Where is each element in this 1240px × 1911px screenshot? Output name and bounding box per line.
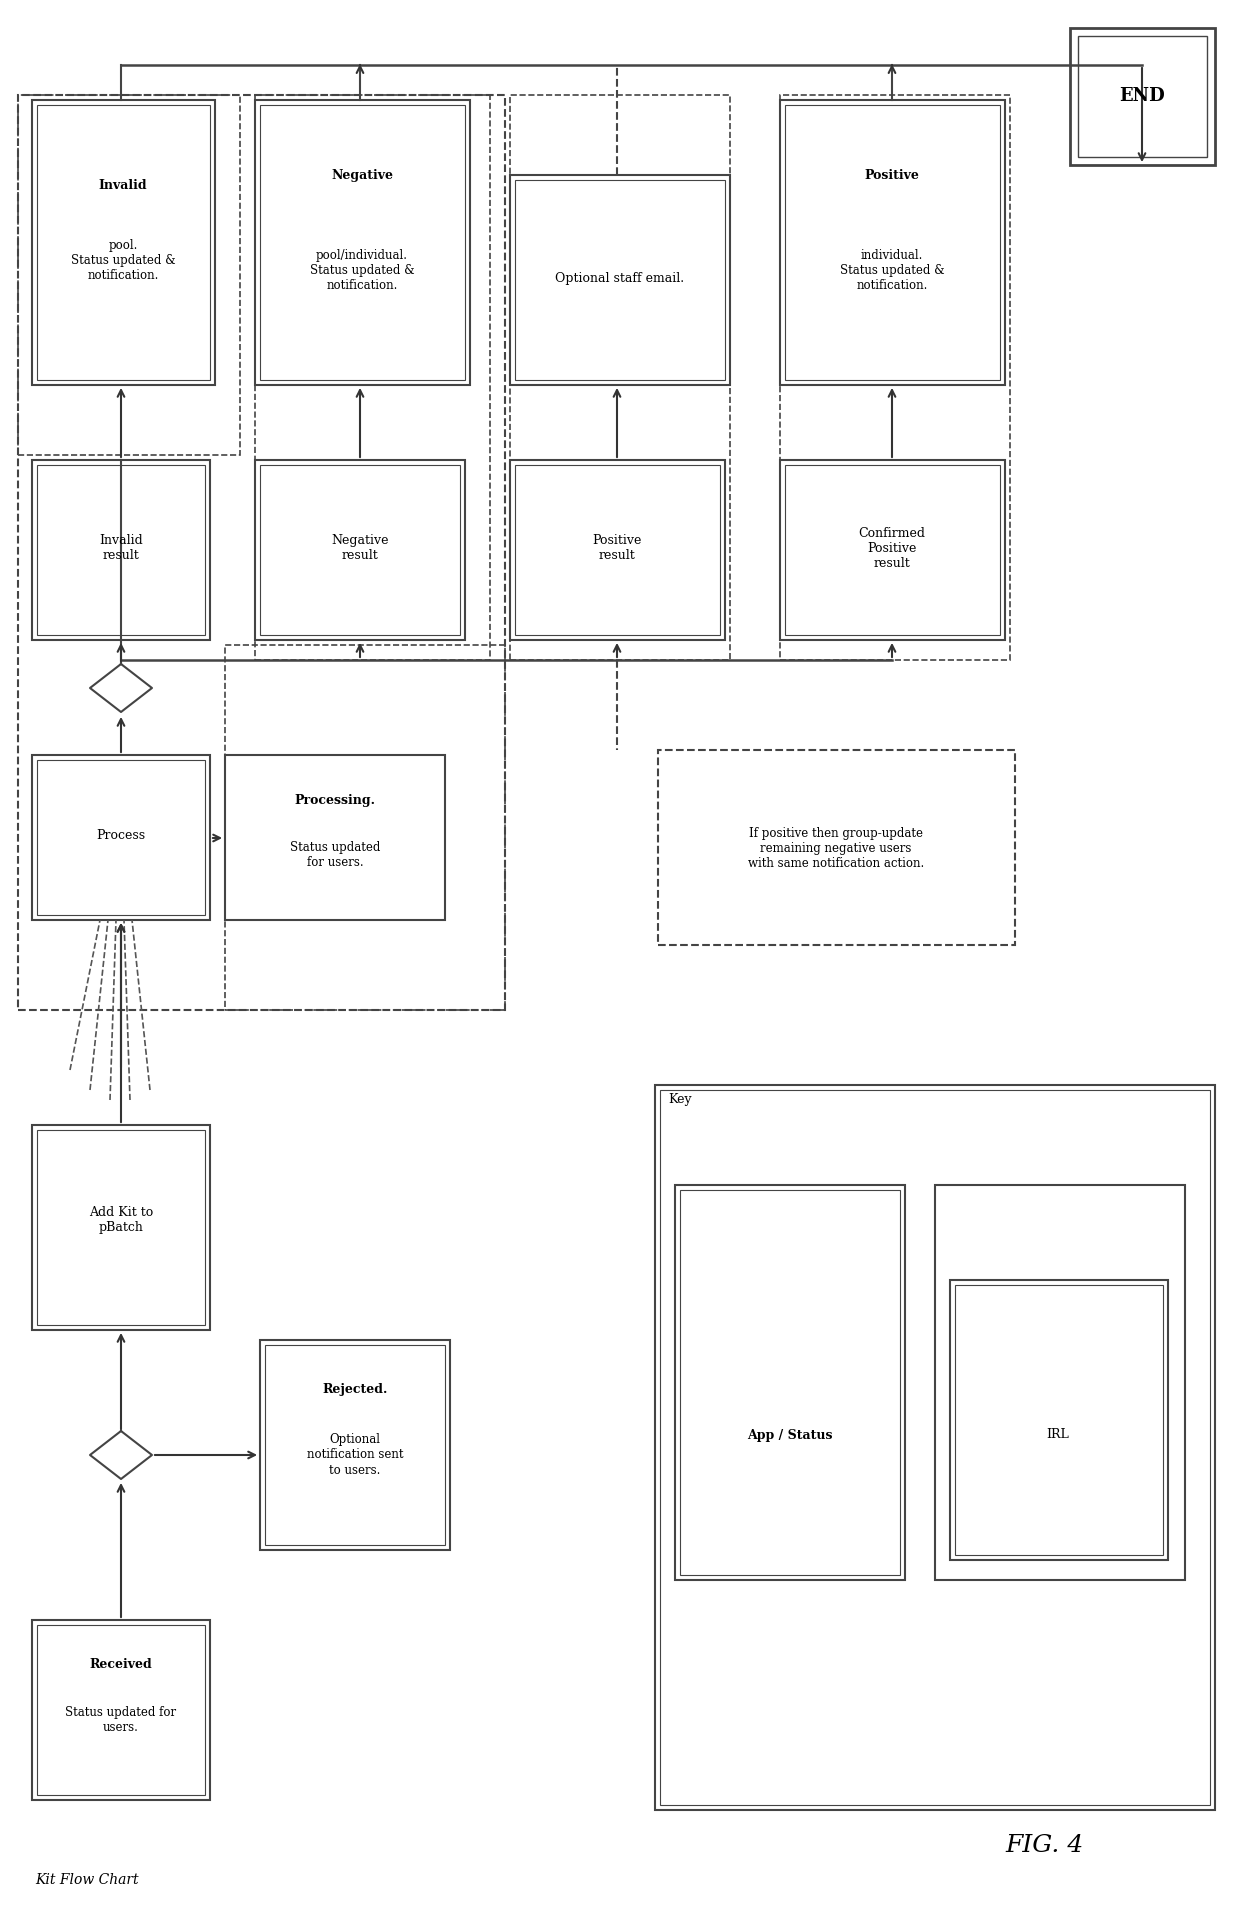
Bar [1078, 36, 1207, 157]
Text: Optional
notification sent
to users.: Optional notification sent to users. [306, 1433, 403, 1477]
Bar [255, 461, 465, 640]
Bar [515, 180, 725, 380]
Bar [658, 749, 1016, 946]
Text: Kit Flow Chart: Kit Flow Chart [35, 1873, 139, 1886]
Bar [255, 99, 470, 384]
Polygon shape [91, 1431, 153, 1479]
Bar [32, 1126, 210, 1330]
Bar [260, 464, 460, 634]
Text: Negative: Negative [331, 168, 393, 182]
Bar [19, 96, 241, 455]
Text: FIG. 4: FIG. 4 [1004, 1833, 1084, 1856]
Text: Status updated
for users.: Status updated for users. [290, 841, 381, 870]
Text: Processing.: Processing. [295, 793, 376, 806]
Text: Process: Process [97, 829, 145, 841]
Bar [37, 1129, 205, 1324]
Text: Status updated for
users.: Status updated for users. [66, 1707, 176, 1733]
Bar [255, 96, 490, 659]
Bar [224, 646, 505, 1011]
Bar [37, 761, 205, 915]
Bar [515, 464, 720, 634]
Bar [785, 464, 999, 634]
Bar [510, 176, 730, 384]
Bar [224, 755, 445, 919]
Bar [950, 1280, 1168, 1559]
Text: Received: Received [89, 1659, 153, 1672]
Polygon shape [91, 663, 153, 713]
Bar [1070, 29, 1215, 164]
Bar [32, 1621, 210, 1800]
Bar [955, 1284, 1163, 1556]
Text: Key: Key [668, 1093, 692, 1106]
Bar [32, 99, 215, 384]
Text: Rejected.: Rejected. [322, 1384, 388, 1397]
Text: END: END [1120, 88, 1164, 105]
Text: pool.
Status updated &
notification.: pool. Status updated & notification. [71, 239, 175, 281]
Bar [260, 1340, 450, 1550]
Bar [780, 96, 1011, 659]
Bar [680, 1191, 900, 1575]
Text: Positive
result: Positive result [593, 533, 641, 562]
Bar [260, 105, 465, 380]
Text: Confirmed
Positive
result: Confirmed Positive result [858, 527, 925, 569]
Bar [37, 464, 205, 634]
Bar [37, 1624, 205, 1794]
Bar [510, 461, 725, 640]
Text: Positive: Positive [864, 168, 919, 182]
Bar [780, 99, 1004, 384]
Text: IRL: IRL [1047, 1429, 1069, 1441]
Text: Invalid
result: Invalid result [99, 533, 143, 562]
Bar [32, 755, 210, 919]
Bar [935, 1185, 1185, 1580]
Text: Negative
result: Negative result [331, 533, 389, 562]
Bar [32, 461, 210, 640]
Bar [675, 1185, 905, 1580]
Text: individual.
Status updated &
notification.: individual. Status updated & notificatio… [839, 248, 945, 292]
Text: If positive then group-update
remaining negative users
with same notification ac: If positive then group-update remaining … [748, 826, 924, 870]
Bar [265, 1345, 445, 1544]
Text: App / Status: App / Status [748, 1429, 833, 1441]
Text: pool/individual.
Status updated &
notification.: pool/individual. Status updated & notifi… [310, 248, 414, 292]
Bar [510, 96, 730, 659]
Text: Invalid: Invalid [99, 178, 148, 191]
Bar [780, 461, 1004, 640]
Bar [785, 105, 999, 380]
Bar [37, 105, 210, 380]
Bar [660, 1089, 1210, 1806]
Bar [19, 96, 505, 1011]
Bar [655, 1085, 1215, 1810]
Text: Add Kit to
pBatch: Add Kit to pBatch [89, 1206, 153, 1235]
Text: Optional staff email.: Optional staff email. [556, 271, 684, 285]
